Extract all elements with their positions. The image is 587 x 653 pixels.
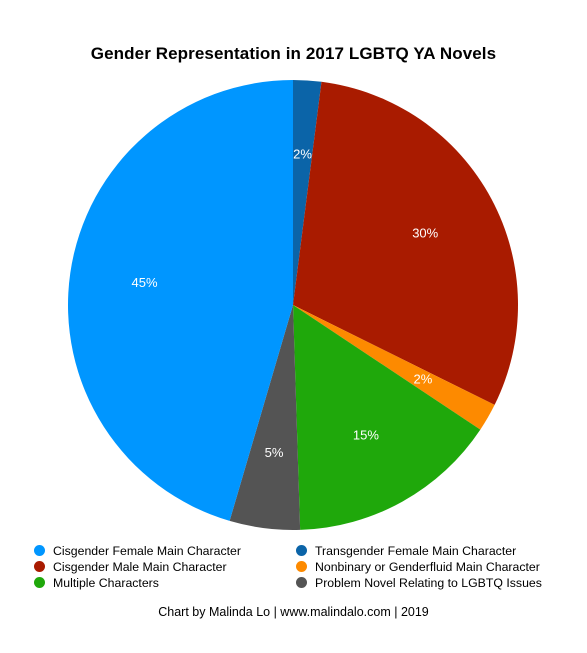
legend-label: Problem Novel Relating to LGBTQ Issues [315, 575, 542, 590]
legend-swatch [296, 545, 307, 556]
pie-slice-5 [67, 80, 293, 521]
legend-item-problem-novel: Problem Novel Relating to LGBTQ Issues [296, 575, 564, 590]
legend-swatch [296, 577, 307, 588]
legend-label: Nonbinary or Genderfluid Main Character [315, 559, 540, 574]
legend-swatch [34, 561, 45, 572]
pie-slice-1 [293, 81, 518, 405]
pie-slice-label-3: 15% [353, 428, 379, 443]
pie-slice-label-5: 45% [132, 275, 158, 290]
chart-title: Gender Representation in 2017 LGBTQ YA N… [90, 44, 497, 63]
legend-swatch [296, 561, 307, 572]
pie-slice-3 [293, 305, 481, 530]
legend-label: Multiple Characters [53, 575, 159, 590]
legend-item-transgender-female: Transgender Female Main Character [296, 543, 564, 558]
chart-legend: Cisgender Female Main Character Transgen… [34, 543, 564, 590]
legend-item-nonbinary: Nonbinary or Genderfluid Main Character [296, 559, 564, 574]
legend-item-multiple-characters: Multiple Characters [34, 575, 296, 590]
pie-slice-label-0: 2% [293, 147, 312, 162]
pie-slice-4 [229, 305, 301, 530]
pie-slice-2 [293, 305, 495, 430]
legend-item-cisgender-female: Cisgender Female Main Character [34, 543, 296, 558]
pie-slice-label-1: 30% [412, 226, 438, 241]
legend-label: Cisgender Female Main Character [53, 543, 241, 558]
pie-slice-label-2: 2% [414, 371, 433, 386]
legend-label: Cisgender Male Main Character [53, 559, 227, 574]
legend-label: Transgender Female Main Character [315, 543, 517, 558]
pie-slice-label-4: 5% [265, 445, 284, 460]
pie-slice-0 [293, 80, 322, 305]
chart-credit: Chart by Malinda Lo | www.malindalo.com … [158, 605, 429, 619]
legend-swatch [34, 545, 45, 556]
legend-swatch [34, 577, 45, 588]
legend-item-cisgender-male: Cisgender Male Main Character [34, 559, 296, 574]
